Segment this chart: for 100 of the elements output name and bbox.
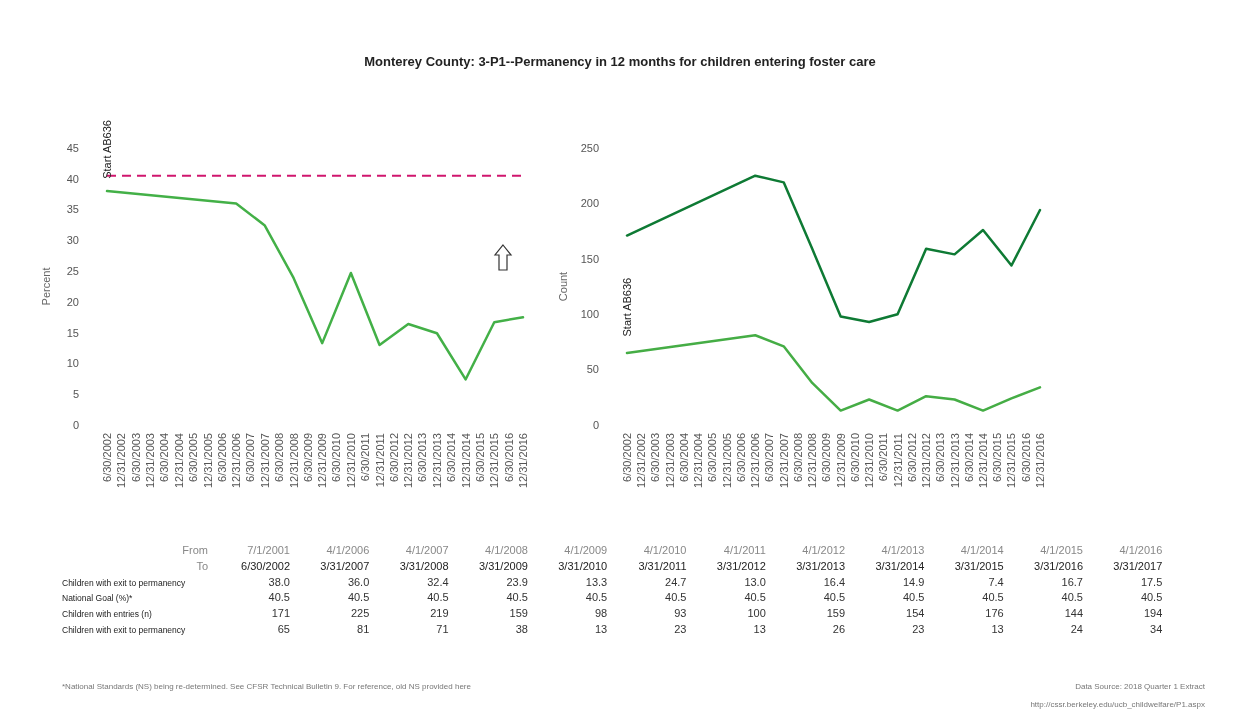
y-tick-label: 30 xyxy=(66,234,79,247)
x-tick-label: 6/30/2012 xyxy=(905,433,918,482)
text: 7/1/2001 xyxy=(247,544,290,556)
x-tick-label: 12/31/2003 xyxy=(144,433,157,489)
data-label: 40.5 xyxy=(1061,591,1083,604)
category-label: 3/31/2011 xyxy=(638,559,687,572)
text: 4/1/2012 xyxy=(802,544,846,556)
data-label: 23 xyxy=(674,623,687,635)
x-tick-label: 12/31/2011 xyxy=(373,433,386,488)
x-tick-label: 6/30/2011 xyxy=(359,433,372,482)
data-label: 144 xyxy=(1064,607,1083,620)
category-label: 3/31/2016 xyxy=(1034,559,1083,572)
data-label: 26 xyxy=(832,623,846,635)
x-tick-label: 6/30/2006 xyxy=(734,433,747,482)
x-tick-label: 12/31/2013 xyxy=(430,433,443,489)
data-label: 100 xyxy=(747,607,766,620)
x-tick-label: 6/30/2004 xyxy=(677,433,690,482)
data-label: 40.5 xyxy=(1140,591,1163,604)
data-label: 65 xyxy=(277,623,290,635)
x-tick-label: 6/30/2015 xyxy=(991,433,1004,482)
text: National Goal (%)* xyxy=(62,593,134,604)
text: To xyxy=(196,559,208,572)
x-tick-label: 12/31/2008 xyxy=(806,433,819,489)
data-label: 40.5 xyxy=(823,591,846,604)
x-tick-label: 12/31/2012 xyxy=(920,433,933,489)
data-label: 17.5 xyxy=(1140,575,1163,588)
x-tick-label: 12/31/2012 xyxy=(402,433,415,489)
y-tick-label: 0 xyxy=(72,418,79,431)
data-label: 13.3 xyxy=(585,575,608,588)
y-tick-label: 0 xyxy=(592,418,599,431)
x-tick-label: 6/30/2003 xyxy=(129,433,142,482)
y-tick-label: 10 xyxy=(66,357,79,370)
x-tick-label: 12/31/2006 xyxy=(749,433,762,489)
data-label: 171 xyxy=(271,607,290,620)
text: 4/1/2011 xyxy=(723,544,766,556)
category-label: 3/31/2014 xyxy=(875,559,925,572)
x-tick-label: 6/30/2009 xyxy=(301,433,314,482)
line-series xyxy=(625,334,1042,412)
x-tick-label: 12/31/2004 xyxy=(172,433,185,489)
text: 4/1/2009 xyxy=(564,544,608,556)
x-tick-label: 6/30/2014 xyxy=(445,433,458,482)
text: 4/1/2016 xyxy=(1119,544,1163,556)
data-label: 40.5 xyxy=(585,591,608,604)
data-label: 13.0 xyxy=(744,575,766,588)
x-tick-label: 12/31/2015 xyxy=(488,433,501,489)
x-tick-label: 6/30/2014 xyxy=(962,433,975,482)
data-label: 23 xyxy=(912,623,925,635)
data-label: 16.7 xyxy=(1061,575,1083,588)
data-label: 7.4 xyxy=(988,575,1004,588)
data-label: 32.4 xyxy=(427,575,449,588)
data-label: 176 xyxy=(985,607,1004,620)
text: *National Standards (NS) being re-determined. See CFSR Technical Bulletin 9. For reference, old NS provided here xyxy=(62,682,472,691)
x-tick-label: 6/30/2009 xyxy=(820,433,833,482)
data-label: 36.0 xyxy=(347,575,370,588)
y-tick-label: 5 xyxy=(72,388,79,401)
data-label: 40.5 xyxy=(982,591,1004,604)
y-tick-label: 150 xyxy=(580,252,599,265)
x-tick-label: 6/30/2011 xyxy=(877,433,890,482)
data-label: 98 xyxy=(594,607,608,620)
x-tick-label: 6/30/2012 xyxy=(387,433,400,482)
x-tick-label: 12/31/2007 xyxy=(777,433,790,489)
x-tick-label: 6/30/2002 xyxy=(101,433,113,482)
y-tick-label: 200 xyxy=(580,197,599,210)
category-label: 3/31/2017 xyxy=(1113,559,1163,572)
y-tick-label: 15 xyxy=(66,326,79,339)
y-tick-label: 45 xyxy=(66,141,79,154)
x-tick-label: 6/30/2015 xyxy=(473,433,486,482)
y-tick-label: 20 xyxy=(66,295,79,308)
data-label: 71 xyxy=(436,623,449,635)
x-tick-label: 12/31/2002 xyxy=(115,433,128,489)
y-axis-title: Percent xyxy=(40,267,52,306)
text: Children with entries (n) xyxy=(62,609,152,620)
category-label: 3/31/2009 xyxy=(478,559,528,572)
y-tick-label: 100 xyxy=(580,308,599,321)
data-label: 40.5 xyxy=(268,591,290,604)
source-note: Data Source: 2018 Quarter 1 Extract xyxy=(1075,682,1206,691)
category-label: 3/31/2007 xyxy=(320,559,370,572)
x-tick-label: 6/30/2010 xyxy=(330,433,343,482)
x-tick-label: 12/31/2011 xyxy=(891,433,904,488)
x-tick-label: 6/30/2005 xyxy=(187,433,200,482)
data-label: 40.5 xyxy=(902,591,925,604)
x-tick-label: 6/30/2016 xyxy=(502,433,515,482)
data-label: 24.7 xyxy=(665,575,687,588)
x-tick-label: 12/31/2010 xyxy=(344,433,357,489)
data-label: 93 xyxy=(674,607,687,620)
x-tick-label: 12/31/2016 xyxy=(517,433,529,489)
data-label: 81 xyxy=(357,623,370,635)
x-tick-label: 12/31/2015 xyxy=(1005,433,1018,489)
line-series xyxy=(105,189,525,381)
x-tick-label: 12/31/2013 xyxy=(948,433,961,489)
category-label: 3/31/2012 xyxy=(716,559,766,572)
data-label: 40.5 xyxy=(427,591,449,604)
y-tick-label: 40 xyxy=(66,172,79,185)
data-label: 159 xyxy=(826,607,846,620)
annotation: Start AB636 xyxy=(101,120,113,179)
x-tick-label: 6/30/2006 xyxy=(215,433,228,482)
data-label: 38 xyxy=(515,623,528,635)
x-tick-label: 12/31/2016 xyxy=(1034,433,1046,489)
data-label: 24 xyxy=(1070,623,1083,635)
category-label: 3/31/2008 xyxy=(399,559,449,572)
